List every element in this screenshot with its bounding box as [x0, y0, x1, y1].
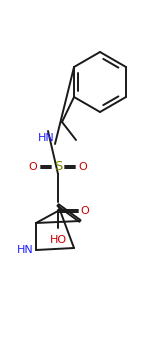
Text: O: O [79, 162, 87, 172]
Text: HN: HN [17, 245, 33, 255]
Text: HO: HO [49, 235, 67, 245]
Text: O: O [29, 162, 37, 172]
Text: S: S [54, 161, 62, 173]
Text: O: O [81, 206, 89, 216]
Text: HN: HN [38, 133, 54, 143]
